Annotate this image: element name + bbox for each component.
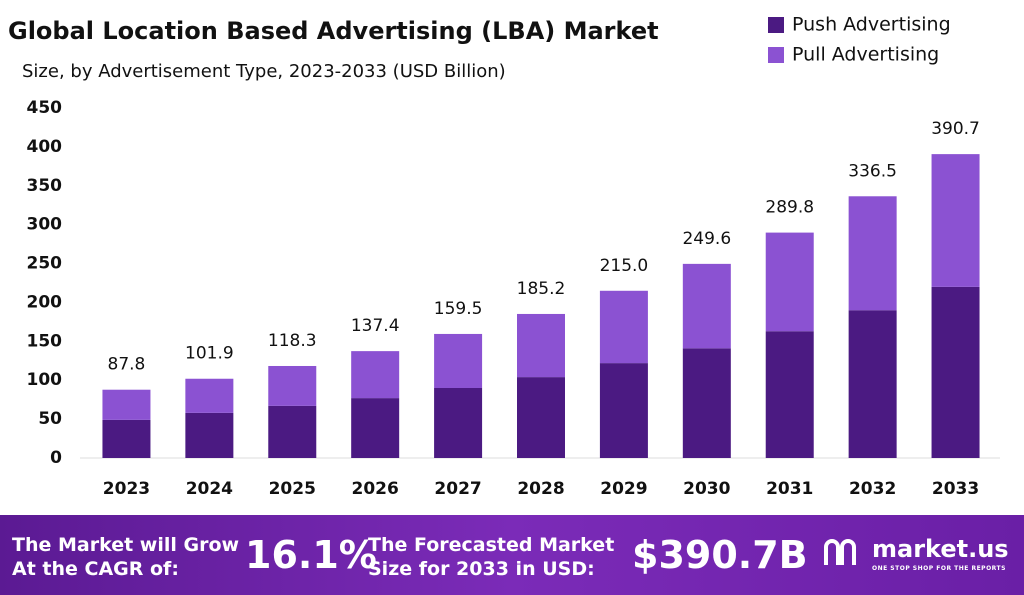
y-tick-label: 400	[27, 137, 63, 157]
cagr-text: The Market will Grow At the CAGR of:	[12, 534, 240, 580]
x-tick-label: 2025	[269, 479, 316, 499]
bar-segment	[185, 378, 234, 413]
chart-subtitle: Size, by Advertisement Type, 2023-2033 (…	[22, 61, 506, 82]
bar-segment	[682, 348, 731, 458]
y-tick-label: 350	[27, 176, 63, 196]
chart: Global Location Based Advertising (LBA) …	[8, 14, 1000, 499]
bar-segment	[102, 389, 151, 420]
chart-title: Global Location Based Advertising (LBA) …	[8, 17, 659, 45]
x-tick-label: 2026	[352, 479, 399, 499]
brand: market.us	[872, 535, 1009, 563]
bar-segment	[517, 377, 565, 458]
forecast-value: $390.7B	[632, 533, 808, 577]
x-tick-label: 2029	[600, 479, 647, 499]
total-label: 159.5	[434, 299, 483, 319]
x-tick-label: 2023	[103, 479, 150, 499]
legend-label: Pull Advertising	[792, 44, 939, 66]
total-label: 137.4	[351, 316, 400, 336]
x-tick-label: 2027	[434, 479, 481, 499]
bar-segment	[102, 419, 151, 458]
x-tick-label: 2032	[849, 479, 896, 499]
banner: The Market will Grow At the CAGR of: 16.…	[0, 515, 1024, 595]
x-tick-label: 2028	[517, 479, 564, 499]
bar-segment	[185, 412, 234, 458]
forecast-text: The Forecasted Market Size for 2033 in U…	[368, 534, 615, 580]
logo	[824, 539, 856, 565]
y-tick-label: 200	[27, 292, 63, 312]
bar-segment	[931, 286, 980, 458]
x-tick-label: 2033	[932, 479, 979, 499]
bar-segment	[599, 290, 648, 364]
legend-swatch	[768, 17, 784, 33]
bar-segment	[434, 388, 483, 458]
total-label: 336.5	[848, 161, 897, 181]
bar-segment	[434, 333, 483, 388]
total-label: 215.0	[600, 256, 649, 276]
bar-segment	[517, 313, 565, 378]
cagr-value: 16.1%	[245, 533, 377, 577]
bar-segment	[931, 154, 980, 287]
bar-segment	[682, 263, 731, 349]
total-label: 185.2	[517, 279, 566, 299]
total-label: 289.8	[765, 198, 814, 218]
x-tick-label: 2024	[186, 479, 233, 499]
bar-segment	[351, 351, 400, 399]
total-label: 249.6	[682, 229, 731, 249]
bar-segment	[351, 398, 400, 458]
y-tick-label: 0	[50, 448, 62, 468]
bar-segment	[268, 405, 317, 458]
y-tick-label: 50	[38, 409, 62, 429]
bar-segment	[848, 196, 897, 311]
total-label: 390.7	[931, 119, 980, 139]
y-tick-label: 100	[27, 370, 63, 390]
y-tick-label: 150	[27, 331, 63, 351]
total-label: 118.3	[268, 331, 317, 351]
tagline: ONE STOP SHOP FOR THE REPORTS	[872, 565, 1006, 572]
legend-label: Push Advertising	[792, 14, 951, 36]
y-tick-label: 250	[27, 254, 63, 274]
bar-segment	[848, 310, 897, 458]
bar-segment	[599, 363, 648, 458]
y-tick-label: 450	[27, 98, 63, 118]
x-tick-label: 2030	[683, 479, 730, 499]
total-label: 101.9	[185, 344, 234, 364]
legend-swatch	[768, 47, 784, 63]
y-tick-label: 300	[27, 215, 63, 235]
bar-segment	[765, 232, 814, 332]
bar-segment	[268, 365, 317, 406]
bar-segment	[765, 331, 814, 458]
total-label: 87.8	[108, 355, 146, 375]
x-tick-label: 2031	[766, 479, 813, 499]
